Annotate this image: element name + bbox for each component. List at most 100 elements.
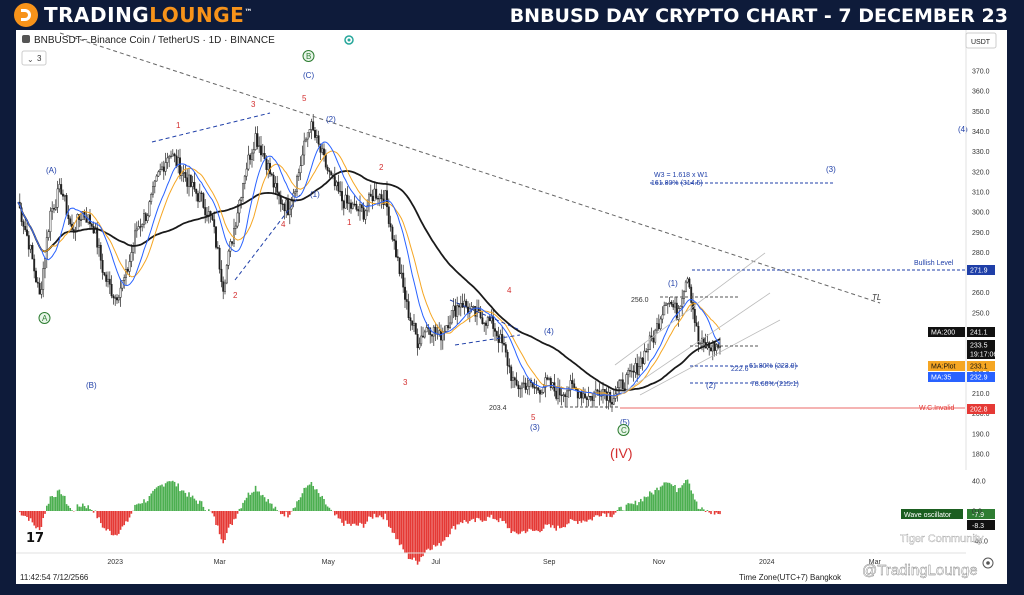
candle-body bbox=[454, 305, 457, 317]
wave-label: (2) bbox=[706, 381, 716, 390]
candle-body bbox=[684, 281, 687, 292]
candle-body bbox=[431, 334, 433, 337]
candle-body bbox=[204, 207, 207, 216]
settings-gear-center bbox=[986, 561, 990, 565]
currency-button[interactable] bbox=[965, 32, 997, 49]
time-axis[interactable]: 2023 Mar May Jul Sep Nov 2024 Mar bbox=[16, 552, 966, 566]
oscillator-bar bbox=[697, 508, 700, 511]
oscillator-bar bbox=[321, 495, 323, 511]
oscillator-bar bbox=[427, 511, 430, 549]
wave-label: 4 bbox=[507, 286, 512, 295]
candle-body bbox=[564, 394, 567, 397]
candle-body bbox=[321, 148, 324, 153]
candle-body bbox=[360, 204, 363, 209]
candle-body bbox=[328, 170, 331, 173]
candle-body bbox=[128, 261, 131, 272]
candle-body bbox=[96, 227, 99, 248]
oscillator-bar bbox=[497, 511, 500, 523]
oscillator-bar bbox=[499, 511, 502, 519]
candle-body bbox=[661, 314, 664, 320]
candle-body bbox=[495, 331, 498, 337]
time-zone-label[interactable]: Time Zone(UTC+7) Bangkok bbox=[739, 573, 842, 582]
oscillator-bar bbox=[136, 504, 138, 511]
oscillator-bar bbox=[389, 511, 392, 528]
candle-body bbox=[715, 344, 718, 351]
oscillator-bar bbox=[650, 492, 653, 511]
oscillator-bar bbox=[319, 496, 322, 511]
candle-body bbox=[688, 278, 691, 288]
candle-body bbox=[198, 192, 201, 202]
candle-body bbox=[391, 226, 394, 240]
oscillator-bar bbox=[580, 511, 583, 523]
price-axis[interactable]: 180.0190.0200.0210.0220.0230.0240.0250.0… bbox=[928, 30, 997, 546]
y-tick-label: 290.0 bbox=[972, 230, 990, 237]
oscillator-bar bbox=[109, 511, 111, 531]
oscillator-bar bbox=[92, 511, 95, 513]
oscillator-bar bbox=[546, 511, 548, 525]
candle-body bbox=[339, 190, 342, 193]
candle-body bbox=[425, 327, 428, 333]
candle-body bbox=[656, 323, 658, 331]
candle-body bbox=[647, 349, 649, 353]
oscillator-bar bbox=[103, 511, 106, 529]
settings-gear-icon[interactable] bbox=[982, 557, 994, 569]
wave-label: 3 bbox=[403, 378, 408, 387]
oscillator-value-label: -8.3 bbox=[972, 523, 984, 530]
oscillator-bar bbox=[121, 511, 124, 527]
symbol-bar[interactable]: BNBUSDT~ Binance Coin / TetherUS · 1D · … bbox=[21, 35, 354, 66]
symbol-text[interactable]: BNBUSDT~ Binance Coin / TetherUS · 1D · … bbox=[34, 35, 275, 46]
candle-body bbox=[612, 398, 615, 405]
oscillator-bar bbox=[155, 487, 158, 511]
oscillator-bar bbox=[463, 511, 466, 521]
oscillator-bar bbox=[96, 511, 98, 519]
candle-body bbox=[317, 135, 320, 145]
oscillator-bar bbox=[325, 504, 327, 511]
candle-body bbox=[666, 303, 669, 305]
oscillator-bar bbox=[191, 495, 194, 511]
oscillator-bar bbox=[670, 484, 673, 511]
candle-body bbox=[288, 208, 291, 216]
oscillator-bar bbox=[400, 511, 403, 545]
oscillator-bar bbox=[148, 496, 151, 511]
candle-body bbox=[522, 382, 525, 385]
candle-body bbox=[503, 342, 505, 345]
series-legend-tag bbox=[928, 372, 965, 382]
oscillator-bar bbox=[119, 511, 122, 530]
oscillator-bar bbox=[339, 511, 341, 519]
indicator-toggle-button[interactable] bbox=[21, 50, 47, 66]
candle-body bbox=[378, 194, 381, 200]
oscillator-bar bbox=[445, 511, 448, 538]
candle-body bbox=[58, 184, 61, 190]
oscillator-bar bbox=[301, 493, 304, 511]
candle-body bbox=[222, 281, 225, 292]
oscillator-bar bbox=[317, 493, 320, 511]
candle-body bbox=[123, 277, 126, 281]
oscillator-bar bbox=[568, 511, 570, 524]
wave-oscillator: Wave oscillator -7.9 -8.3 bbox=[19, 479, 995, 565]
oscillator-bar bbox=[424, 511, 426, 553]
oscillator-bar bbox=[508, 511, 511, 529]
candle-body bbox=[45, 237, 48, 259]
oscillator-bar bbox=[370, 511, 372, 518]
candle-body bbox=[632, 370, 635, 373]
oscillator-bar bbox=[541, 511, 543, 532]
oscillator-bar bbox=[236, 511, 239, 514]
oscillator-bar bbox=[24, 511, 26, 516]
oscillator-bar bbox=[251, 492, 253, 511]
candle-body bbox=[510, 366, 513, 381]
oscillator-bar bbox=[141, 503, 143, 511]
candle-body bbox=[364, 210, 367, 220]
oscillator-bar bbox=[595, 511, 597, 516]
wave-label: (1) bbox=[310, 190, 320, 199]
candle-body bbox=[337, 181, 340, 192]
candle-body bbox=[373, 188, 376, 202]
oscillator-bar bbox=[182, 490, 185, 511]
oscillator-bar bbox=[447, 511, 449, 538]
oscillator-bar bbox=[53, 497, 55, 511]
oscillator-bar bbox=[591, 511, 593, 521]
oscillator-bar bbox=[469, 511, 471, 522]
oscillator-bar bbox=[175, 486, 178, 511]
oscillator-bar bbox=[564, 511, 566, 528]
candle-body bbox=[249, 154, 252, 160]
